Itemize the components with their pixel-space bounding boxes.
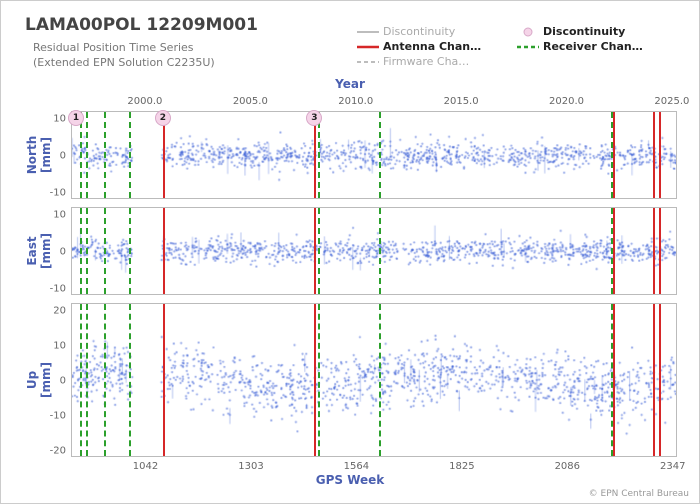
receiver-change-line (104, 304, 106, 456)
x-tick-year: 2025.0 (654, 96, 689, 107)
antenna-change-line (613, 112, 615, 198)
y-tick: 20 (40, 306, 66, 317)
y-tick: 10 (40, 341, 66, 352)
figure-container: LAMA00POL 12209M001 Residual Position Ti… (0, 0, 700, 504)
y-tick: -20 (40, 446, 66, 457)
receiver-change-line (318, 112, 320, 198)
antenna-change-line (314, 304, 316, 456)
line-icon (357, 26, 379, 38)
receiver-change-line (86, 304, 88, 456)
legend: Discontinuity Discontinuity Antenna Chan… (357, 25, 677, 70)
subtitle-line2: (Extended EPN Solution C2235U) (33, 56, 215, 69)
x-tick-year: 2020.0 (549, 96, 584, 107)
receiver-change-line (379, 304, 381, 456)
y-tick: -10 (40, 411, 66, 422)
y-tick: -10 (40, 187, 66, 198)
antenna-change-line (659, 208, 661, 294)
antenna-change-line (659, 112, 661, 198)
x-tick-year: 2005.0 (233, 96, 268, 107)
bottom-axis-label: GPS Week (1, 473, 699, 487)
legend-discontinuity-point: Discontinuity (517, 25, 677, 38)
receiver-change-line (129, 208, 131, 294)
antenna-change-line (613, 304, 615, 456)
x-tick-week: 1303 (238, 461, 263, 472)
figure-subtitle: Residual Position Time Series (Extended … (33, 41, 215, 71)
receiver-change-line (86, 112, 88, 198)
receiver-change-line (80, 208, 82, 294)
antenna-change-line (613, 208, 615, 294)
antenna-change-line (659, 304, 661, 456)
legend-antenna-change: Antenna Chan… (357, 40, 517, 53)
receiver-change-line (379, 208, 381, 294)
y-tick: 0 (40, 247, 66, 258)
panel-east: East [mm]-10010 (71, 207, 677, 295)
discontinuity-marker: 2 (155, 110, 171, 126)
y-tick: 0 (40, 376, 66, 387)
y-tick: -10 (40, 283, 66, 294)
legend-discontinuity-line: Discontinuity (357, 25, 517, 38)
x-tick-week: 2086 (555, 461, 580, 472)
receiver-change-line (318, 304, 320, 456)
antenna-change-line (653, 208, 655, 294)
receiver-change-line (104, 208, 106, 294)
x-tick-week: 1042 (133, 461, 158, 472)
receiver-change-line (104, 112, 106, 198)
x-tick-week: 1564 (344, 461, 369, 472)
dashed-line-icon (357, 56, 379, 68)
y-tick: 0 (40, 151, 66, 162)
x-tick-week: 1825 (449, 461, 474, 472)
receiver-change-line (129, 112, 131, 198)
plot-area: North [mm]-100101232000.02005.02010.0201… (71, 111, 677, 457)
y-tick: 10 (40, 210, 66, 221)
panel-up: Up [mm]-20-10010201042130315641825208623… (71, 303, 677, 457)
antenna-change-line (653, 112, 655, 198)
x-tick-year: 2015.0 (444, 96, 479, 107)
dashed-line-icon (517, 41, 539, 53)
receiver-change-line (129, 304, 131, 456)
antenna-change-line (314, 208, 316, 294)
x-tick-week: 2347 (660, 461, 685, 472)
figure-title: LAMA00POL 12209M001 (25, 15, 258, 35)
top-axis-label: Year (1, 77, 699, 91)
antenna-change-line (653, 304, 655, 456)
legend-firmware-change: Firmware Cha… (357, 55, 517, 68)
antenna-change-line (163, 208, 165, 294)
y-tick: 10 (40, 114, 66, 125)
x-tick-year: 2010.0 (338, 96, 373, 107)
legend-receiver-change: Receiver Chan… (517, 40, 677, 53)
antenna-change-line (163, 304, 165, 456)
footer-credit: © EPN Central Bureau (589, 489, 689, 499)
receiver-change-line (318, 208, 320, 294)
x-tick-year: 2000.0 (127, 96, 162, 107)
circle-icon (517, 26, 539, 38)
line-icon (357, 41, 379, 53)
discontinuity-marker: 3 (306, 110, 322, 126)
receiver-change-line (80, 304, 82, 456)
discontinuity-marker: 1 (68, 110, 84, 126)
panel-north: North [mm]-100101232000.02005.02010.0201… (71, 111, 677, 199)
receiver-change-line (379, 112, 381, 198)
receiver-change-line (86, 208, 88, 294)
receiver-change-line (80, 112, 82, 198)
subtitle-line1: Residual Position Time Series (33, 41, 194, 54)
